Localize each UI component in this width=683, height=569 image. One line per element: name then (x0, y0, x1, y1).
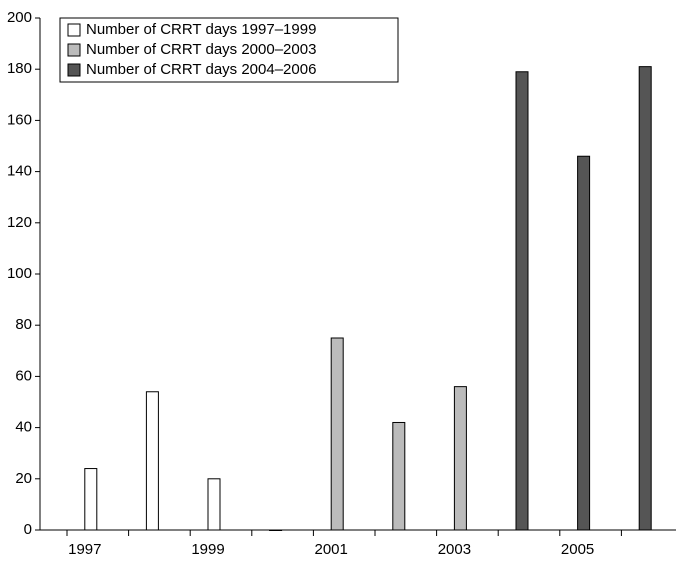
y-tick-label: 100 (7, 265, 32, 282)
y-tick-label: 140 (7, 163, 32, 180)
y-tick-label: 120 (7, 214, 32, 231)
y-tick-label: 200 (7, 9, 32, 26)
y-tick-label: 20 (15, 470, 32, 487)
y-tick-label: 0 (24, 521, 32, 538)
bar (392, 421, 406, 531)
x-tick-label: 1997 (68, 541, 101, 558)
y-tick-label: 60 (15, 367, 32, 384)
x-tick-label: 1999 (191, 541, 224, 558)
bar (207, 478, 221, 531)
bar (145, 391, 159, 531)
legend-box (59, 17, 399, 83)
legend-swatch (67, 43, 81, 57)
legend-label: Number of CRRT days 2000–2003 (86, 41, 316, 58)
x-tick-label: 2003 (438, 541, 471, 558)
bar (577, 155, 591, 531)
y-tick-label: 180 (7, 60, 32, 77)
legend-swatch (67, 23, 81, 37)
legend-label: Number of CRRT days 1997–1999 (86, 21, 316, 38)
legend-swatch (67, 63, 81, 77)
bar (515, 71, 529, 531)
bar (84, 468, 98, 531)
bar (330, 337, 344, 531)
x-tick-label: 2005 (561, 541, 594, 558)
bar (269, 529, 283, 531)
y-tick-label: 40 (15, 419, 32, 436)
x-tick-label: 2001 (315, 541, 348, 558)
bar (453, 386, 467, 531)
y-tick-label: 80 (15, 316, 32, 333)
bar (638, 66, 652, 531)
y-tick-label: 160 (7, 111, 32, 128)
legend-label: Number of CRRT days 2004–2006 (86, 61, 316, 78)
